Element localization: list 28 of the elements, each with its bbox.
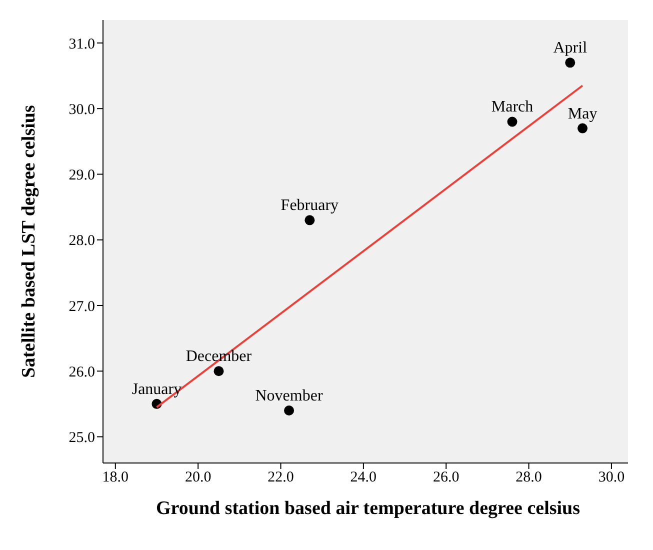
point: [284, 405, 294, 416]
annotation: January: [132, 380, 182, 398]
y-tick-label: 29.0: [68, 168, 95, 184]
y-tick-label: 28.0: [68, 233, 95, 250]
point: [304, 215, 315, 226]
x-tick-label: 20.0: [184, 470, 212, 486]
annotation: May: [568, 105, 598, 122]
point: [578, 123, 588, 134]
annotation: March: [491, 98, 534, 116]
point: [565, 58, 576, 68]
x-tick-label: 30.0: [598, 470, 625, 486]
point: [214, 366, 224, 376]
y-tick-label: 30.0: [68, 102, 95, 118]
x-tick-label: 18.0: [102, 470, 129, 486]
annotation: November: [255, 387, 324, 404]
y-tick-label: 25.0: [68, 430, 95, 446]
y-tick-label: 31.0: [68, 36, 95, 52]
annotation: February: [280, 197, 339, 214]
y-axis-title: Satellite based LST degree celsius: [18, 105, 40, 378]
x-tick-label: 24.0: [350, 470, 377, 486]
x-tick-label: 26.0: [432, 470, 460, 486]
x-axis-title: Ground station based air temperature degree celsius: [155, 498, 581, 520]
point: [507, 116, 518, 127]
y-tick-label: 26.0: [68, 364, 95, 380]
annotation: April: [553, 40, 588, 57]
x-tick-label: 22.0: [268, 470, 294, 486]
x-tick-label: 28.0: [516, 470, 542, 486]
y-tick-label: 27.0: [68, 298, 95, 315]
